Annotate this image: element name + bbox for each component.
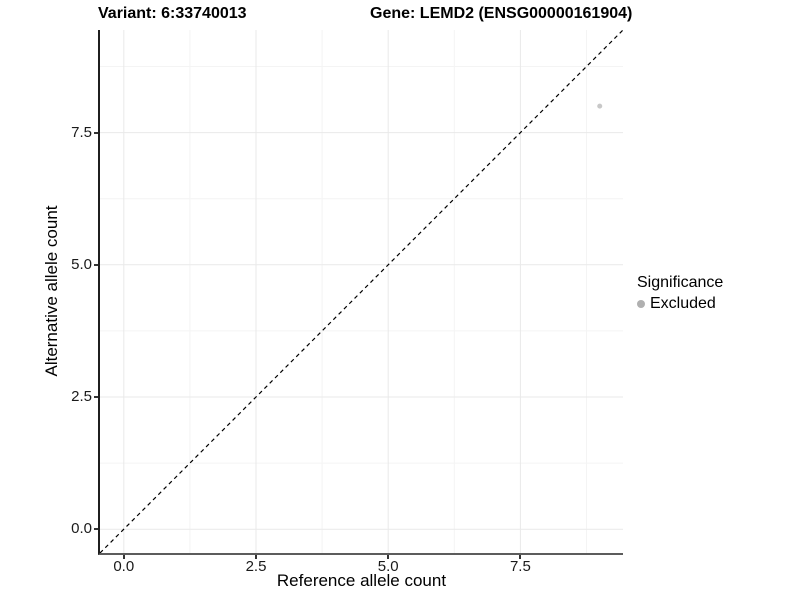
plot-canvas — [100, 30, 623, 553]
x-tick-mark — [255, 555, 257, 559]
x-axis-title: Reference allele count — [276, 571, 447, 590]
identity-reference-line — [100, 30, 623, 553]
x-tick-label: 0.0 — [113, 558, 135, 575]
legend-item-label: Excluded — [650, 295, 716, 312]
legend-point-icon — [637, 299, 645, 308]
y-tick-label: 2.5 — [71, 387, 92, 405]
y-axis-title: Alternative allele count — [42, 205, 61, 377]
y-tick-label: 5.0 — [71, 255, 92, 273]
data-point — [597, 103, 603, 109]
x-tick-mark — [519, 555, 522, 559]
y-tick-label: 7.5 — [71, 123, 92, 141]
y-tick-mark — [94, 131, 98, 134]
x-tick-label: 5.0 — [377, 558, 399, 575]
x-tick-label: 2.5 — [245, 558, 267, 575]
y-tick-mark — [94, 528, 98, 531]
legend-item-excluded: Excluded — [637, 294, 723, 313]
variant-title: Variant: 6:33740013 — [98, 5, 247, 22]
y-tick-mark — [94, 395, 98, 398]
plot-panel — [98, 30, 623, 555]
x-tick-label: 7.5 — [509, 558, 531, 575]
legend: Significance Excluded — [637, 273, 723, 313]
gene-title: Gene: LEMD2 (ENSG00000161904) — [370, 5, 633, 22]
y-tick-mark — [94, 263, 98, 266]
x-tick-mark — [122, 555, 125, 559]
legend-title: Significance — [637, 274, 724, 291]
x-tick-mark — [387, 555, 390, 559]
y-tick-label: 0.0 — [71, 520, 92, 538]
